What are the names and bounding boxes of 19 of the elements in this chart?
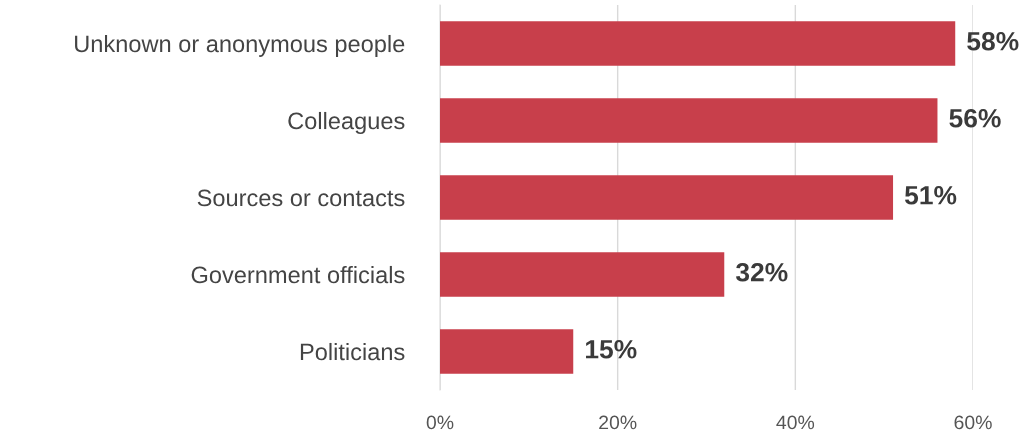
x-tick-label: 40% [776, 415, 815, 430]
data-label: 58% [967, 31, 1019, 51]
data-label: 15% [586, 339, 637, 359]
data-label: 32% [735, 262, 788, 282]
data-label: 51% [904, 185, 957, 205]
x-tick-label: 60% [954, 415, 992, 430]
y-tick-label: Politicians [300, 342, 405, 361]
bar [440, 21, 956, 66]
x-tick-label: 20% [599, 415, 637, 430]
bar [440, 329, 574, 374]
bar [440, 98, 938, 143]
data-label: 56% [949, 108, 1001, 128]
bar [440, 175, 894, 220]
y-tick-label: Unknown or anonymous people [75, 34, 405, 57]
y-tick-label: Colleagues [288, 111, 405, 134]
y-tick-label: Government officials [191, 265, 405, 284]
y-tick-label: Sources or contacts [197, 189, 405, 207]
bar [440, 252, 725, 297]
x-tick-label: 0% [426, 415, 454, 430]
